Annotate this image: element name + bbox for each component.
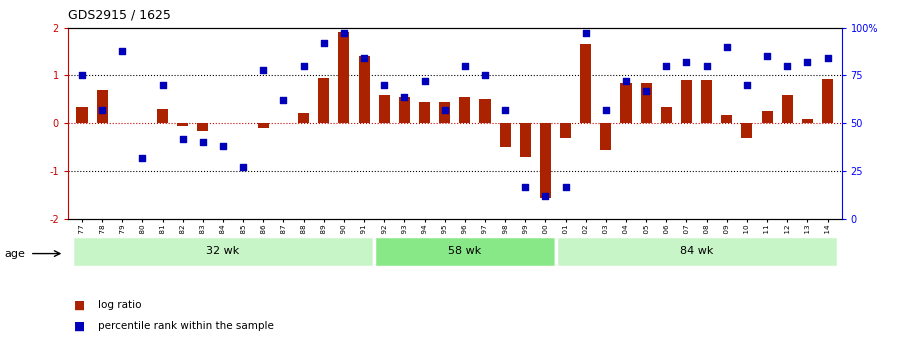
- Bar: [460, 97, 471, 123]
- Point: [598, 107, 613, 113]
- Bar: [500, 123, 510, 147]
- Point: [276, 98, 291, 103]
- Text: age: age: [5, 249, 25, 258]
- Point: [578, 31, 593, 36]
- Bar: [540, 123, 551, 198]
- Bar: [419, 102, 430, 123]
- Text: 32 wk: 32 wk: [206, 246, 240, 256]
- Bar: [374, 236, 556, 267]
- Point: [739, 82, 754, 88]
- Bar: [298, 113, 310, 123]
- Bar: [822, 79, 834, 123]
- Bar: [338, 32, 349, 123]
- Point: [156, 82, 170, 88]
- Point: [115, 48, 129, 53]
- Bar: [76, 107, 88, 123]
- Bar: [177, 123, 188, 126]
- Point: [236, 165, 251, 170]
- Point: [215, 144, 230, 149]
- Text: 84 wk: 84 wk: [680, 246, 713, 256]
- Text: ■: ■: [74, 299, 85, 312]
- Point: [800, 59, 814, 65]
- Bar: [157, 109, 168, 123]
- Point: [176, 136, 190, 141]
- Bar: [721, 115, 732, 123]
- Bar: [621, 83, 632, 123]
- Bar: [480, 99, 491, 123]
- Point: [680, 59, 694, 65]
- Point: [95, 107, 110, 113]
- Point: [317, 40, 331, 46]
- Bar: [197, 123, 208, 130]
- Bar: [600, 123, 612, 150]
- Point: [297, 63, 311, 69]
- Bar: [97, 90, 108, 123]
- Point: [760, 53, 775, 59]
- Text: percentile rank within the sample: percentile rank within the sample: [98, 321, 273, 331]
- Bar: [378, 95, 390, 123]
- Point: [135, 155, 149, 160]
- Bar: [439, 102, 450, 123]
- Point: [437, 107, 452, 113]
- Bar: [741, 123, 752, 138]
- Text: log ratio: log ratio: [98, 300, 141, 310]
- Point: [337, 31, 351, 36]
- Text: ■: ■: [74, 319, 85, 333]
- Point: [639, 88, 653, 93]
- Bar: [782, 95, 793, 123]
- Bar: [556, 236, 838, 267]
- Point: [377, 82, 392, 88]
- Point: [719, 44, 734, 49]
- Bar: [701, 80, 712, 123]
- Point: [195, 140, 210, 145]
- Text: GDS2915 / 1625: GDS2915 / 1625: [68, 9, 171, 22]
- Point: [659, 63, 673, 69]
- Bar: [519, 123, 531, 157]
- Point: [478, 73, 492, 78]
- Text: 58 wk: 58 wk: [448, 246, 481, 256]
- Bar: [560, 123, 571, 138]
- Point: [518, 184, 532, 189]
- Point: [75, 73, 90, 78]
- Bar: [399, 97, 410, 123]
- Bar: [661, 107, 672, 123]
- Bar: [258, 123, 269, 128]
- Point: [397, 94, 412, 99]
- Bar: [580, 45, 591, 123]
- Bar: [802, 119, 813, 123]
- Bar: [319, 78, 329, 123]
- Bar: [681, 80, 692, 123]
- Point: [780, 63, 795, 69]
- Bar: [358, 56, 369, 123]
- Bar: [641, 83, 652, 123]
- Point: [538, 193, 553, 199]
- Point: [820, 56, 834, 61]
- Bar: [761, 111, 773, 123]
- Point: [558, 184, 573, 189]
- Point: [700, 63, 714, 69]
- Point: [458, 63, 472, 69]
- Point: [417, 78, 432, 84]
- Bar: [71, 236, 374, 267]
- Point: [619, 78, 634, 84]
- Point: [498, 107, 512, 113]
- Point: [357, 56, 371, 61]
- Point: [256, 67, 271, 72]
